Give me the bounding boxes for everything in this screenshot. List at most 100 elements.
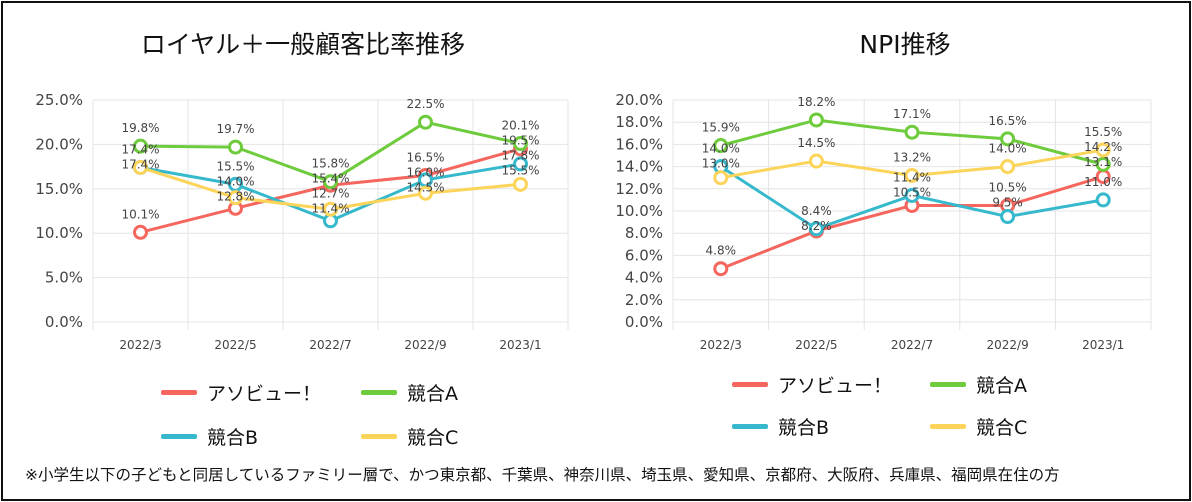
y-tick-label: 20.0% [35, 135, 83, 153]
data-point [513, 176, 528, 192]
legend-item-asoview-left: アソビュー！ [161, 379, 321, 406]
data-label: 10.5% [893, 185, 931, 199]
data-label: 13.2% [893, 150, 931, 164]
legend-label: 競合C [976, 417, 1028, 439]
data-point [323, 174, 338, 190]
data-point [228, 190, 243, 206]
x-tick-label: 2023/1 [499, 338, 541, 352]
y-tick-label: 14.0% [615, 158, 663, 176]
data-label: 4.8% [706, 244, 737, 258]
y-tick-label: 0.0% [625, 313, 663, 331]
y-tick-label: 0.0% [45, 313, 83, 331]
data-point [1000, 159, 1016, 175]
data-point [1095, 142, 1111, 158]
data-point [228, 139, 243, 155]
data-point [133, 138, 148, 154]
data-label: 19.8% [121, 121, 159, 135]
data-label: 11.4% [893, 170, 931, 184]
legend-swatch [161, 434, 197, 439]
legend-label: 競合B [207, 427, 259, 449]
data-point [418, 185, 433, 201]
y-tick-label: 18.0% [615, 113, 663, 131]
legend-item-competitor-b-right: 競合B [732, 413, 829, 440]
data-point [1095, 156, 1111, 172]
data-label: 18.2% [797, 95, 835, 109]
data-label: 14.5% [797, 136, 835, 150]
legend-item-asoview-right: アソビュー！ [732, 371, 892, 398]
data-label: 15.4% [311, 172, 349, 186]
x-tick-label: 2022/5 [214, 338, 256, 352]
data-point [513, 136, 528, 152]
data-label: 15.5% [501, 164, 539, 178]
data-label: 8.4% [801, 204, 832, 218]
data-label: 17.1% [893, 107, 931, 121]
data-point [808, 221, 824, 237]
data-label: 14.5% [406, 180, 444, 194]
npi-chart: 0.0% 2.0% 4.0% 6.0% 8.0% 10.0% 12.0% 14.0% 16.0%… [615, 91, 1152, 352]
legend-swatch [361, 434, 397, 439]
data-point [808, 112, 824, 128]
y-tick-label: 15.0% [35, 180, 83, 198]
legend-label: 競合A [407, 383, 458, 405]
data-label: 15.9% [702, 121, 740, 135]
data-point [808, 153, 824, 169]
data-label: 8.2% [801, 219, 832, 233]
data-label: 22.5% [406, 97, 444, 111]
data-label: 15.8% [311, 157, 349, 171]
legend-item-competitor-c-right: 競合C [930, 413, 1027, 440]
data-point [133, 224, 148, 240]
data-point [904, 167, 920, 183]
legend-label: アソビュー！ [778, 375, 893, 397]
data-label: 12.8% [216, 189, 254, 203]
data-label: 10.5% [989, 180, 1027, 194]
data-label: 15.5% [1084, 125, 1122, 139]
y-tick-label: 10.0% [615, 202, 663, 220]
y-tick-label: 10.0% [35, 224, 83, 242]
data-point [713, 261, 729, 277]
data-label: 14.0% [216, 174, 254, 188]
x-tick-label: 2022/9 [986, 338, 1028, 352]
data-label: 11.4% [311, 202, 349, 216]
data-label: 14.0% [702, 142, 740, 156]
x-tick-label: 2022/5 [795, 338, 837, 352]
data-point [904, 124, 920, 140]
data-point [418, 114, 433, 130]
y-tick-label: 2.0% [625, 291, 663, 309]
data-label: 14.2% [1084, 140, 1122, 154]
data-point [904, 187, 920, 203]
x-tick-label: 2022/3 [119, 338, 161, 352]
y-tick-label: 12.0% [615, 180, 663, 198]
data-label: 16.5% [989, 114, 1027, 128]
legend-label: アソビュー！ [207, 383, 322, 405]
data-point [133, 159, 148, 175]
legend-item-competitor-b-left: 競合B [161, 423, 258, 450]
chart-title-npi: NPI推移 [859, 30, 951, 59]
data-label: 11.0% [1084, 175, 1122, 189]
data-label: 12.7% [311, 187, 349, 201]
loyal-ratio-chart: 0.0% 5.0% 10.0% 15.0% 20.0% 25.0% 2022/3 2022/5… [35, 91, 569, 352]
data-label: 16.0% [406, 165, 444, 179]
data-point [1000, 209, 1016, 225]
data-label: 15.5% [216, 159, 254, 173]
legend-label: 競合C [407, 427, 459, 449]
chart-title-loyal-ratio: ロイヤル＋一般顧客比率推移 [140, 30, 466, 59]
data-label: 19.7% [216, 122, 254, 136]
y-tick-label: 25.0% [35, 91, 83, 109]
data-point [323, 201, 338, 217]
data-point [713, 138, 729, 154]
legend-swatch [930, 424, 966, 429]
y-tick-label: 6.0% [625, 246, 663, 264]
x-tick-label: 2022/9 [404, 338, 446, 352]
x-tick-label: 2022/7 [309, 338, 351, 352]
y-tick-label: 8.0% [625, 224, 663, 242]
data-label: 17.4% [121, 157, 159, 171]
footnote: ※小学生以下の子どもと同居しているファミリー層で、かつ東京都、千葉県、神奈川県、… [25, 466, 1060, 484]
y-tick-label: 4.0% [625, 269, 663, 287]
y-tick-label: 5.0% [45, 269, 83, 287]
legend-item-competitor-a-right: 競合A [930, 371, 1027, 398]
legend-item-competitor-a-left: 競合A [361, 379, 458, 406]
legend-swatch [361, 390, 397, 395]
data-label: 9.5% [992, 195, 1023, 209]
legend-label: 競合A [976, 375, 1027, 397]
